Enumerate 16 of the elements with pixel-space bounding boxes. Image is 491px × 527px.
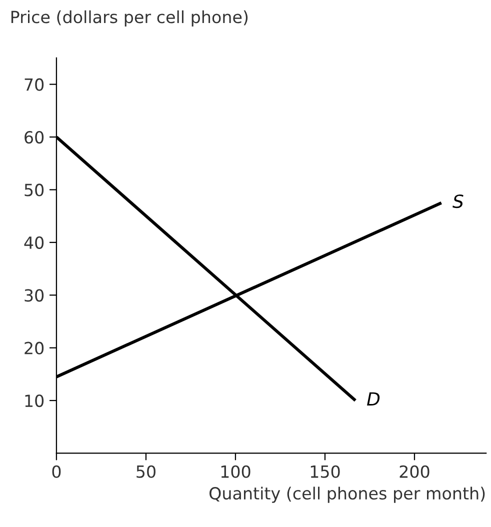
series-label: S xyxy=(452,194,464,208)
x-tick-label: 0 xyxy=(52,465,61,478)
y-tick-label: 50 xyxy=(24,184,44,196)
y-tick-label: 30 xyxy=(24,289,44,302)
x-tick-label: 100 xyxy=(221,465,250,478)
x-axis-title: Quantity (cell phones per month) xyxy=(210,486,485,503)
x-tick-label: 150 xyxy=(310,465,340,478)
y-tick-label: 60 xyxy=(24,130,44,144)
series-label: D xyxy=(367,392,380,406)
y-tick-label: 10 xyxy=(25,394,44,408)
y-tick-label: 40 xyxy=(24,236,44,249)
y-tick-label: 70 xyxy=(24,78,44,91)
x-tick-label: 200 xyxy=(400,465,430,478)
x-tick-label: 50 xyxy=(136,465,156,478)
y-axis-title: Price (dollars per cell phone) xyxy=(11,10,248,27)
y-tick-label: 20 xyxy=(24,342,44,354)
